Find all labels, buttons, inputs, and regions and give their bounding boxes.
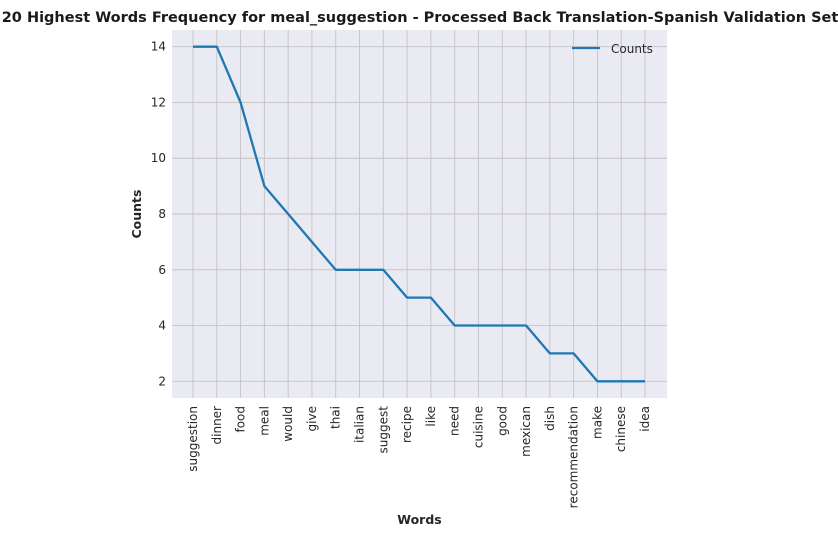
x-gridlines	[192, 30, 646, 398]
y-tick-label: 4	[158, 319, 166, 333]
y-tick-label: 6	[158, 263, 166, 277]
x-tick-label: chinese	[614, 406, 628, 452]
x-tick-label: meal	[257, 406, 271, 436]
x-tick-label: suggest	[376, 406, 390, 454]
y-tick-label: 2	[158, 374, 166, 388]
series-line-counts	[193, 45, 645, 383]
x-tick-label: give	[305, 406, 319, 431]
x-tick-label: good	[495, 406, 509, 436]
y-tick-label: 12	[151, 95, 166, 109]
y-tick-label: 14	[151, 40, 166, 54]
x-tick-label: suggestion	[186, 406, 200, 472]
y-tick-label: 10	[151, 151, 166, 165]
x-axis-label: Words	[397, 512, 441, 527]
x-tick-label: would	[281, 406, 295, 442]
x-tick-label: cuisine	[471, 406, 485, 448]
x-tick-label: recipe	[400, 406, 414, 443]
x-tick-label: need	[448, 406, 462, 436]
y-axis-ticks: 2 4 6 8 10 12 14	[151, 40, 166, 389]
x-tick-label: make	[590, 406, 604, 439]
legend-label-counts: Counts	[611, 42, 653, 56]
series-layer	[192, 45, 646, 383]
chart-title: 20 Highest Words Frequency for meal_sugg…	[2, 10, 838, 26]
y-axis-label: Counts	[129, 190, 144, 239]
x-tick-label: food	[234, 406, 248, 433]
x-tick-label: idea	[638, 406, 652, 432]
x-tick-label: recommendation	[567, 406, 581, 508]
y-gridlines	[172, 46, 667, 382]
y-tick-label: 8	[158, 207, 166, 221]
x-tick-label: like	[424, 406, 438, 427]
x-tick-label: thai	[329, 406, 343, 429]
x-axis-ticks: suggestion dinner food meal would give thai ita…	[186, 406, 652, 509]
x-tick-label: dinner	[210, 406, 224, 445]
legend: Counts	[572, 42, 653, 56]
x-tick-label: dish	[543, 406, 557, 431]
x-tick-label: italian	[353, 406, 367, 443]
x-tick-label: mexican	[519, 406, 533, 457]
